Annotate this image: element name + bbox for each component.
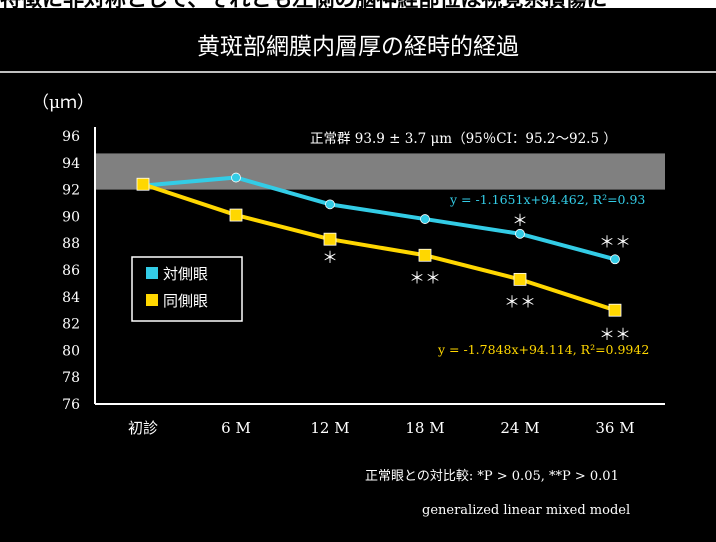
- significance-note: 正常眼との対比較: *P > 0.05, **P > 0.01: [365, 469, 619, 484]
- data-point-contralateral: [420, 214, 430, 224]
- legend-swatch-contralateral: [146, 267, 158, 279]
- data-point-ipsilateral: [136, 177, 150, 191]
- legend: 対側眼 同側眼: [131, 256, 243, 322]
- statistical-method: generalized linear mixed model: [422, 503, 630, 518]
- significance-marker: ＊＊: [599, 232, 631, 251]
- equation-ipsilateral: y = -1.7848x+94.114, R²=0.9942: [437, 342, 649, 357]
- y-tick-label: 76: [62, 397, 80, 413]
- series-line-contralateral: [142, 175, 616, 262]
- y-tick-label: 94: [62, 156, 80, 172]
- y-tick-label: 80: [62, 343, 80, 359]
- significance-marker: ＊＊: [409, 268, 441, 287]
- data-point-contralateral: [231, 172, 241, 183]
- y-tick-label: 86: [62, 263, 80, 279]
- x-tick-label: 12 M: [310, 419, 349, 437]
- y-tick-label: 78: [62, 370, 80, 386]
- chart-slide: 黄斑部網膜内層厚の経時的経過 （μｍ） 正常群 93.9 ± 3.7 μm（95…: [0, 8, 716, 542]
- y-tick-label: 82: [62, 317, 80, 333]
- y-tick-label: 88: [62, 236, 80, 252]
- x-tick-label: 初診: [128, 419, 158, 437]
- top-caption: 特徴に非対称として、それとも左側の脳神経部位は視覚系損傷に: [0, 0, 716, 12]
- x-tick-label: 24 M: [500, 419, 539, 437]
- data-point-ipsilateral: [513, 272, 527, 286]
- x-tick-label: 36 M: [595, 419, 634, 437]
- data-point-contralateral: [610, 254, 620, 265]
- y-tick-labels: 96 94 92 90 88 86 84 82 80 78 76: [62, 129, 80, 413]
- y-tick-label: 92: [62, 183, 80, 199]
- data-point-contralateral: [325, 199, 335, 210]
- significance-marker: ＊: [512, 211, 528, 230]
- significance-marker: ＊: [322, 248, 338, 267]
- legend-label-ipsilateral: 同側眼: [163, 292, 208, 310]
- y-axis-unit: （μｍ）: [32, 93, 94, 113]
- normal-range-band: [95, 153, 665, 190]
- legend-label-contralateral: 対側眼: [163, 265, 208, 283]
- normal-range-label: 正常群 93.9 ± 3.7 μm（95％CI：95.2〜92.5 ）: [310, 131, 617, 147]
- series-line-ipsilateral: [142, 182, 616, 313]
- x-tick-labels: 初診 6 M 12 M 18 M 24 M 36 M: [128, 419, 635, 437]
- chart-title: 黄斑部網膜内層厚の経時的経過: [197, 34, 519, 60]
- y-tick-label: 84: [62, 290, 80, 306]
- x-tick-label: 6 M: [221, 419, 251, 437]
- significance-marker: ＊＊: [504, 292, 536, 311]
- x-tick-label: 18 M: [405, 419, 444, 437]
- data-point-contralateral: [515, 228, 525, 239]
- data-point-ipsilateral: [323, 232, 337, 246]
- equation-contralateral: y = -1.1651x+94.462, R²=0.93: [449, 192, 645, 207]
- legend-swatch-ipsilateral: [146, 294, 158, 306]
- y-tick-label: 90: [62, 209, 80, 225]
- y-tick-label: 96: [62, 129, 80, 145]
- data-point-ipsilateral: [608, 303, 622, 317]
- series-area: ＊＊＊＊＊＊＊＊＊＊: [136, 172, 631, 344]
- data-point-ipsilateral: [229, 208, 243, 222]
- significance-marker: ＊＊: [599, 325, 631, 344]
- line-chart: 黄斑部網膜内層厚の経時的経過 （μｍ） 正常群 93.9 ± 3.7 μm（95…: [0, 34, 716, 518]
- data-point-ipsilateral: [418, 248, 432, 262]
